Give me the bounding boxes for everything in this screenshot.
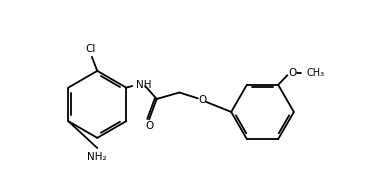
Text: O: O xyxy=(145,121,153,131)
Text: NH₂: NH₂ xyxy=(88,152,107,162)
Text: O: O xyxy=(198,95,206,105)
Text: NH: NH xyxy=(136,80,152,90)
Text: O: O xyxy=(289,68,297,78)
Text: CH₃: CH₃ xyxy=(306,68,324,78)
Text: Cl: Cl xyxy=(86,44,96,54)
